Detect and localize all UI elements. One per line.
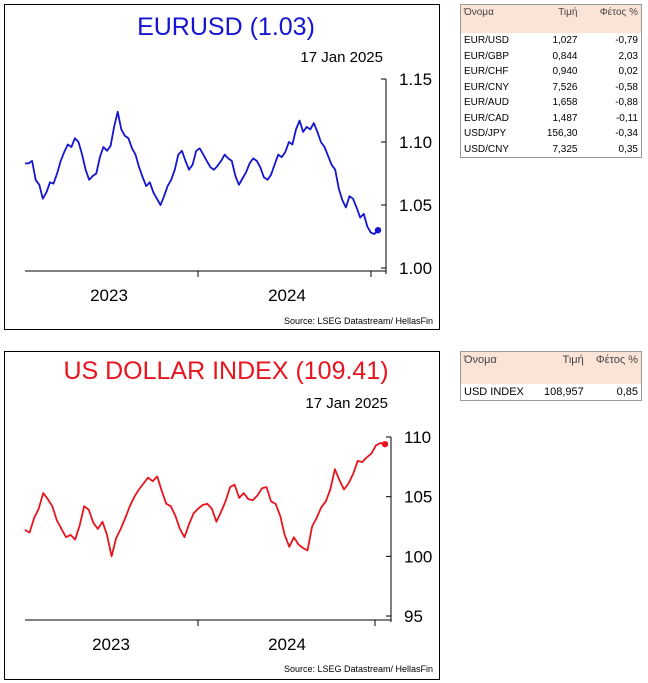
cell-name: USD/JPY bbox=[464, 128, 507, 140]
eurusd-chart-date: 17 Jan 2025 bbox=[300, 49, 383, 66]
dollar-index-chart: US DOLLAR INDEX (109.41) 17 Jan 2025 95 1… bbox=[24, 357, 433, 674]
cell-ytd: 2,03 bbox=[618, 50, 638, 62]
cell-name: EUR/AUD bbox=[464, 97, 510, 109]
x-tick-label: 2024 bbox=[268, 286, 306, 305]
cell-name: USD INDEX bbox=[464, 385, 524, 398]
column-header-price: Τιμή bbox=[535, 351, 587, 384]
y-tick-label: 110 bbox=[404, 428, 431, 447]
y-tick-label: 1.05 bbox=[399, 196, 432, 215]
cell-name: EUR/CNY bbox=[464, 81, 510, 93]
column-header-price: Τιμή bbox=[530, 4, 581, 33]
column-header-ytd: Φέτος % bbox=[586, 351, 642, 384]
cell-ytd: 0,02 bbox=[618, 66, 638, 78]
table-row: EUR/AUD 1,658 -0,88 bbox=[461, 95, 642, 111]
cell-ytd: -0,11 bbox=[615, 112, 638, 124]
table-row: EUR/USD 1,027 -0,79 bbox=[461, 33, 642, 49]
dollar-index-table: Όνομα Τιμή Φέτος % USD INDEX 108,957 0,85 bbox=[460, 351, 642, 401]
cell-name: EUR/GBP bbox=[464, 50, 510, 62]
column-header-name: Όνομα bbox=[460, 351, 536, 384]
dollar-index-chart-source: Source: LSEG Datastream/ HellasFin bbox=[284, 664, 433, 674]
cell-name: EUR/CHF bbox=[464, 66, 509, 78]
column-header-name: Όνομα bbox=[460, 4, 531, 33]
cell-name: USD/CNY bbox=[464, 143, 510, 155]
last-value-marker bbox=[381, 440, 389, 448]
y-tick-label: 1.15 bbox=[399, 70, 432, 89]
x-tick-label: 2024 bbox=[268, 635, 306, 654]
cell-ytd: 0,35 bbox=[618, 143, 638, 155]
table-row: EUR/CHF 0,940 0,02 bbox=[461, 64, 642, 80]
x-tick-label: 2023 bbox=[90, 286, 128, 305]
cell-price: 0,844 bbox=[552, 50, 578, 62]
y-tick-label: 105 bbox=[404, 488, 432, 507]
series-line bbox=[25, 110, 379, 235]
y-tick-label: 1.00 bbox=[399, 259, 432, 278]
table-header-row: Όνομα Τιμή Φέτος % bbox=[460, 4, 642, 33]
cell-ytd: -0,34 bbox=[615, 128, 638, 140]
cell-ytd: -0,79 bbox=[615, 35, 638, 47]
cell-price: 1,658 bbox=[552, 97, 578, 109]
eurusd-chart-title: EURUSD (1.03) bbox=[137, 13, 315, 41]
table-row: USD/CNY 7,325 0,35 bbox=[461, 142, 642, 158]
cell-price: 108,957 bbox=[543, 385, 584, 398]
cell-price: 0,940 bbox=[552, 66, 578, 78]
cell-price: 1,487 bbox=[552, 112, 578, 124]
eurusd-chart-panel: EURUSD (1.03) 17 Jan 2025 1.00 1.05 1.10 1.… bbox=[4, 4, 440, 330]
table-row: EUR/CNY 7,526 -0,58 bbox=[461, 80, 642, 96]
cell-ytd: -0,88 bbox=[615, 97, 638, 109]
cell-price: 1,027 bbox=[552, 35, 578, 47]
cell-price: 7,325 bbox=[552, 143, 578, 155]
table-row: USD/JPY 156,30 -0,34 bbox=[461, 126, 642, 142]
x-tick-label: 2023 bbox=[92, 635, 130, 654]
cell-price: 7,526 bbox=[552, 81, 578, 93]
cell-name: EUR/CAD bbox=[464, 112, 510, 124]
dollar-index-chart-date: 17 Jan 2025 bbox=[305, 395, 388, 412]
column-header-ytd: Φέτος % bbox=[580, 4, 642, 33]
table-row: EUR/CAD 1,487 -0,11 bbox=[461, 111, 642, 127]
y-tick-label: 95 bbox=[404, 607, 423, 626]
series-line bbox=[24, 442, 386, 558]
table-row: USD INDEX 108,957 0,85 bbox=[461, 384, 642, 400]
cell-ytd: -0,58 bbox=[615, 81, 638, 93]
y-tick-label: 100 bbox=[404, 547, 432, 566]
last-value-marker bbox=[374, 227, 382, 234]
y-tick-label: 1.10 bbox=[399, 133, 432, 152]
table-header-row: Όνομα Τιμή Φέτος % bbox=[460, 351, 642, 384]
cell-ytd: 0,85 bbox=[616, 385, 638, 398]
dollar-index-chart-panel: US DOLLAR INDEX (109.41) 17 Jan 2025 95 1… bbox=[4, 351, 440, 680]
fx-rates-table: Όνομα Τιμή Φέτος % EUR/USD 1,027 -0,79 EUR/… bbox=[460, 4, 642, 158]
cell-price: 156,30 bbox=[546, 128, 578, 140]
cell-name: EUR/USD bbox=[464, 35, 510, 47]
table-row: EUR/GBP 0,844 2,03 bbox=[461, 49, 642, 65]
dollar-index-chart-title: US DOLLAR INDEX (109.41) bbox=[63, 357, 388, 385]
eurusd-chart-source: Source: LSEG Datastream/ HellasFin bbox=[284, 316, 433, 326]
eurusd-chart: EURUSD (1.03) 17 Jan 2025 1.00 1.05 1.10 1.… bbox=[25, 13, 433, 326]
